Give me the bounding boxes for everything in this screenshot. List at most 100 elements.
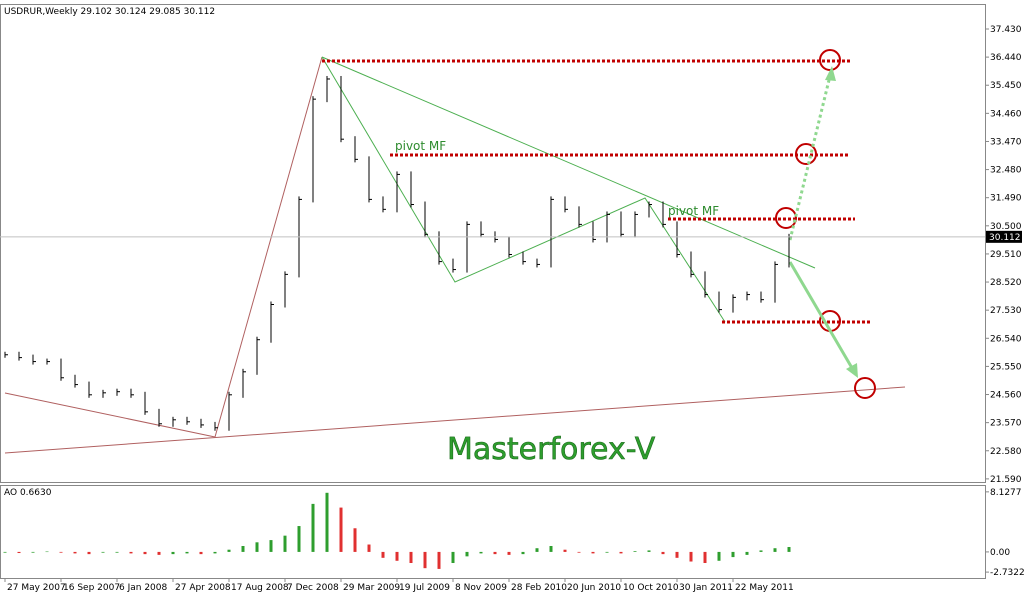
ao-bar xyxy=(703,551,707,563)
targets xyxy=(775,49,876,399)
ao-bar xyxy=(395,551,399,561)
ao-bar xyxy=(73,551,77,554)
x-tick-label: 30 Jan 2011 xyxy=(679,583,733,593)
ao-bar xyxy=(59,551,63,553)
arrow xyxy=(788,75,832,241)
ao-bar xyxy=(633,551,637,552)
ao-bar xyxy=(521,551,525,555)
ao-bar xyxy=(605,551,609,553)
ao-bar xyxy=(745,551,749,555)
ao-bar xyxy=(535,548,539,552)
ao-bar xyxy=(213,551,217,554)
ao-panel xyxy=(0,485,986,579)
ao-bar xyxy=(717,551,721,561)
y-tick-label: 24.560 xyxy=(990,391,1022,401)
ao-bar xyxy=(241,546,245,552)
price-panel xyxy=(0,4,986,483)
ao-bar xyxy=(549,546,553,552)
ao-bar xyxy=(451,551,455,563)
chart-title: USDRUR,Weekly 29.102 30.124 29.085 30.11… xyxy=(4,7,215,17)
ao-bar xyxy=(661,551,665,555)
x-tick-label: 27 May 2007 xyxy=(7,583,66,593)
trend-line xyxy=(4,392,216,438)
ao-bar xyxy=(787,547,791,552)
ao-bar xyxy=(325,492,329,552)
ao-bar xyxy=(227,549,231,552)
last-price-label: 30.112 xyxy=(989,233,1021,243)
y-tick-label: 0.00 xyxy=(990,548,1010,558)
trend-line xyxy=(214,56,323,438)
ao-bar xyxy=(3,551,7,553)
arrow-head xyxy=(846,363,858,378)
ao-bar xyxy=(367,544,371,552)
x-tick-label: 20 Jun 2010 xyxy=(567,583,621,593)
x-tick-label: 22 May 2011 xyxy=(735,583,794,593)
ao-bar xyxy=(311,503,315,552)
ao-bar xyxy=(773,548,777,552)
x-tick-label: 29 Mar 2009 xyxy=(343,583,400,593)
x-tick-label: 16 Sep 2007 xyxy=(63,583,120,593)
annotation: pivot MF xyxy=(395,139,446,153)
x-tick-label: 8 Nov 2009 xyxy=(455,583,507,593)
y-tick-label: 26.540 xyxy=(990,334,1022,344)
ao-bar xyxy=(171,551,175,555)
y-tick-label: 23.570 xyxy=(990,419,1022,429)
y-tick-label: 28.520 xyxy=(990,278,1022,288)
y-tick-label: -2.7322 xyxy=(990,568,1024,578)
y-tick-label: 30.500 xyxy=(990,222,1022,232)
watermark: Masterforex-V xyxy=(447,432,656,467)
ao-bar xyxy=(619,551,623,554)
trend-line xyxy=(4,386,906,454)
ao-bar xyxy=(507,551,511,555)
y-tick-label: 21.590 xyxy=(990,475,1022,485)
ao-bar xyxy=(591,551,595,554)
ao-bar xyxy=(465,551,469,557)
y-tick-label: 31.490 xyxy=(990,194,1022,204)
target-circle xyxy=(854,377,876,399)
wave-line xyxy=(321,56,726,323)
ao-bar xyxy=(157,551,161,555)
ao-bar xyxy=(283,535,287,552)
y-tick-label: 36.440 xyxy=(990,53,1022,63)
x-tick-label: 6 Jan 2008 xyxy=(119,583,167,593)
ao-bar xyxy=(45,551,49,553)
ao-bar xyxy=(129,551,133,554)
ao-bar xyxy=(577,551,581,553)
ao-bar xyxy=(143,551,147,555)
ao-bar xyxy=(17,551,21,554)
ao-bar xyxy=(759,550,763,552)
ao-bar xyxy=(101,551,105,553)
target-circle xyxy=(775,207,797,229)
ao-bar xyxy=(689,551,693,562)
ao-title: AO 0.6630 xyxy=(4,488,52,498)
ao-bar xyxy=(731,551,735,558)
ao-bar xyxy=(31,551,35,553)
y-tick-label: 34.460 xyxy=(990,109,1022,119)
ao-bar xyxy=(87,551,91,555)
ao-bar xyxy=(353,528,357,552)
y-tick-label: 25.550 xyxy=(990,362,1022,372)
ao-bar xyxy=(479,551,483,554)
ao-bar xyxy=(409,551,413,563)
ao-bar xyxy=(115,551,119,553)
ao-bar xyxy=(437,551,441,569)
ao-bar xyxy=(675,551,679,558)
x-tick-label: 28 Feb 2010 xyxy=(511,583,567,593)
y-tick-label: 22.580 xyxy=(990,447,1022,457)
last-price-box xyxy=(986,230,1022,243)
arrow-head xyxy=(825,66,836,81)
ao-bar xyxy=(563,549,567,552)
x-tick-label: 19 Jul 2009 xyxy=(399,583,450,593)
y-tick-label: 35.450 xyxy=(990,81,1022,91)
y-tick-label: 8.1277 xyxy=(990,488,1022,498)
ao-bar xyxy=(255,542,259,552)
ao-bar xyxy=(381,551,385,558)
ao-bar xyxy=(199,551,203,555)
levels xyxy=(322,59,870,324)
y-tick-label: 27.530 xyxy=(990,306,1022,316)
ao-bar xyxy=(185,551,189,554)
ao-bar xyxy=(423,551,427,569)
ao-bar xyxy=(647,550,651,552)
y-tick-label: 33.470 xyxy=(990,137,1022,147)
